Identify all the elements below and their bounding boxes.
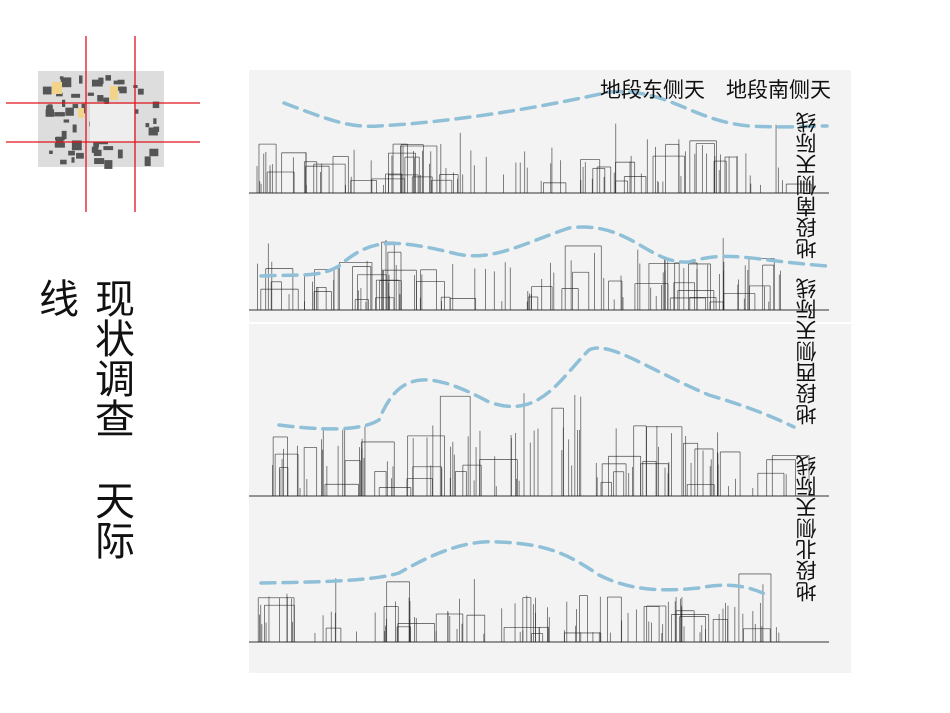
map-block — [87, 92, 94, 96]
title-column-2: 线 — [32, 278, 78, 318]
label-north-skyline: 地段北侧天际线 — [795, 455, 819, 602]
map-block — [103, 146, 114, 151]
map-block — [152, 101, 160, 109]
map-block — [46, 105, 53, 116]
map-block — [117, 86, 127, 91]
map-block — [113, 80, 120, 85]
title-survey: 现状调查 — [88, 278, 134, 438]
label-south-skyline-top: 地段南侧天 — [726, 78, 831, 102]
skyline-dashed-curve — [259, 540, 771, 598]
map-block — [71, 140, 82, 151]
map-block — [79, 75, 83, 84]
map-block — [63, 119, 70, 123]
map-block — [148, 127, 158, 136]
label-west-skyline: 地段西侧天际线 — [795, 278, 819, 425]
map-block — [91, 79, 103, 87]
map-block — [72, 104, 79, 109]
map-block — [149, 148, 159, 157]
label-south-skyline: 地段南侧天际线 — [795, 112, 819, 259]
map-block — [49, 150, 53, 155]
map-block — [71, 93, 81, 98]
map-block — [134, 109, 139, 114]
map-block — [93, 138, 99, 148]
map-block — [97, 95, 104, 102]
map-block — [72, 124, 77, 133]
skyline-dashed-curve — [282, 89, 829, 129]
skyline-sketches — [249, 89, 851, 643]
map-block — [60, 77, 72, 88]
skyline-dashed-curve — [259, 225, 829, 278]
map-block — [60, 159, 67, 165]
label-east-skyline: 地段东侧天 — [600, 78, 705, 102]
map-block — [65, 107, 74, 116]
map-block — [144, 156, 151, 167]
map-block — [137, 88, 144, 95]
map-block — [61, 130, 67, 140]
skyline-dashed-curve — [277, 346, 796, 431]
map-block — [153, 118, 157, 124]
map-block — [105, 75, 112, 81]
map-block — [94, 158, 105, 165]
map-block — [59, 76, 64, 80]
title-skyline: 天际 — [88, 480, 134, 560]
map-block — [76, 152, 84, 159]
map-block — [93, 149, 102, 157]
skyline-sketch-panel — [249, 70, 851, 673]
map-block — [42, 86, 52, 95]
title-column-1: 现状调查 天际 — [87, 278, 135, 560]
map-block — [117, 79, 125, 85]
map-block — [153, 126, 160, 132]
map-block — [56, 92, 63, 97]
map-block — [54, 112, 65, 117]
map-block — [117, 149, 123, 159]
map-block — [68, 150, 75, 156]
site-location-map — [6, 36, 200, 212]
map-block — [104, 160, 113, 169]
map-block — [71, 157, 75, 163]
map-block — [103, 97, 110, 103]
map-block — [145, 123, 150, 128]
